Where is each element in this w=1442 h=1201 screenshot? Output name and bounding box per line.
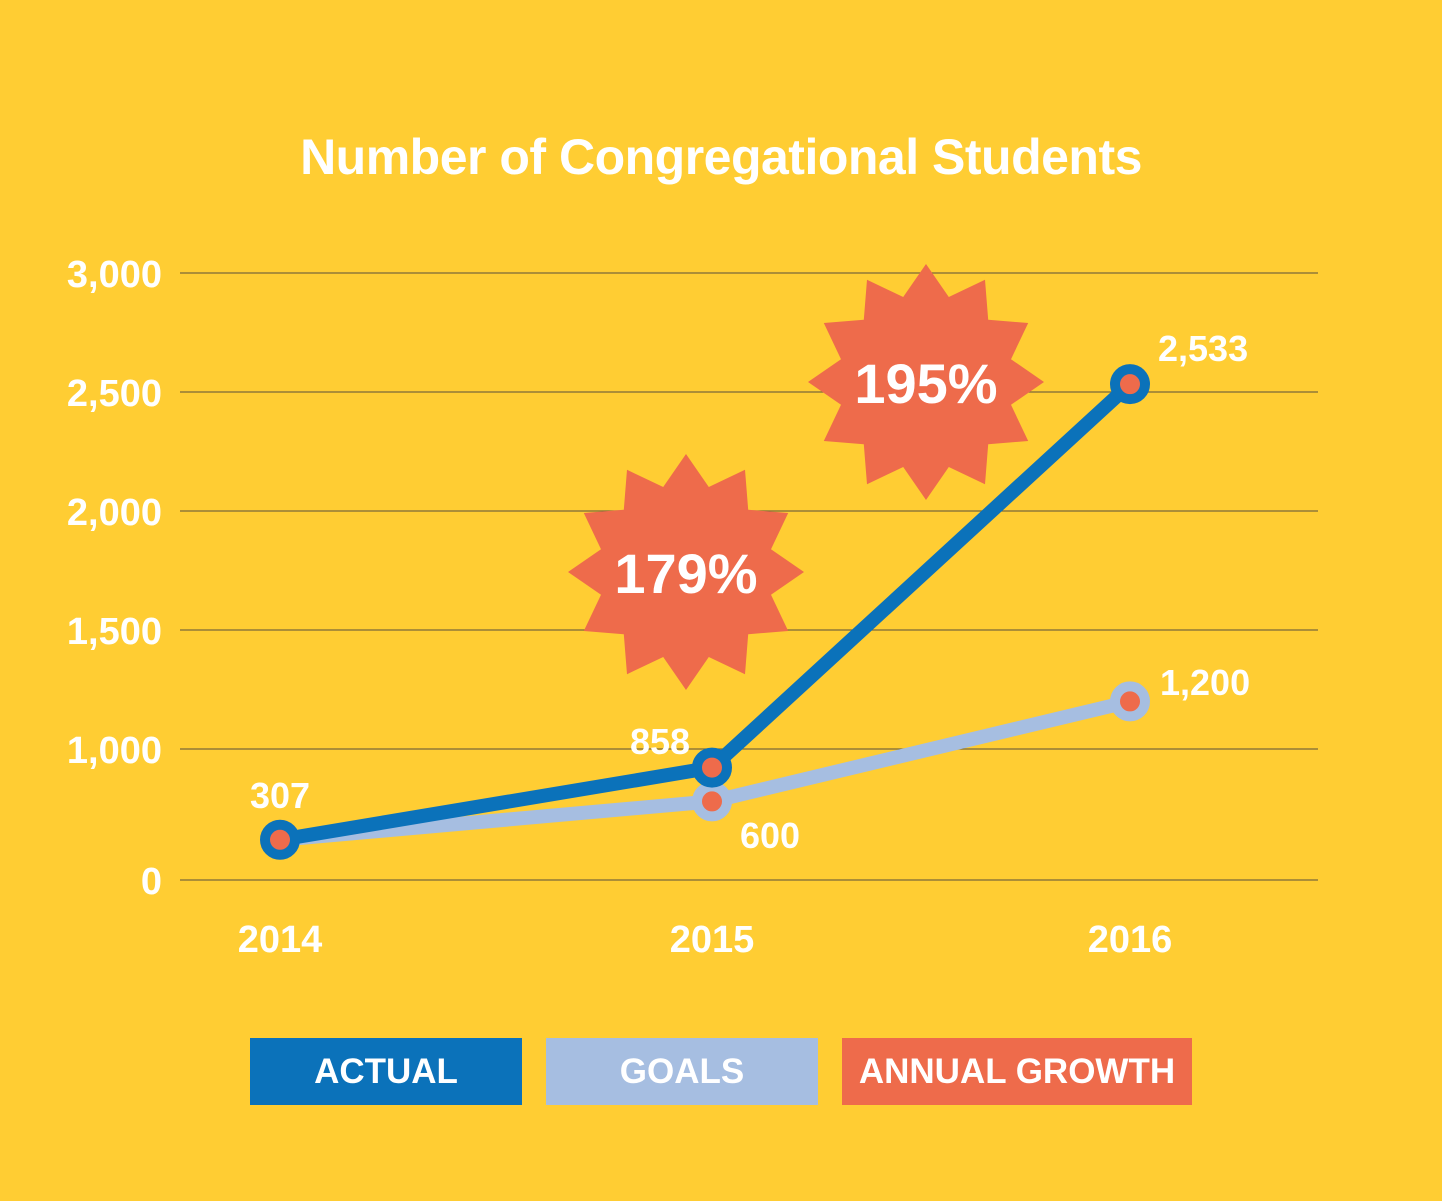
legend-actual: ACTUAL [250,1038,522,1105]
y-tick-label: 3,000 [67,254,162,296]
y-tick-label: 0 [141,861,162,903]
y-tick-label: 1,000 [67,730,162,772]
data-label: 600 [740,815,800,856]
data-label: 307 [250,775,310,816]
data-label: 1,200 [1160,662,1250,703]
legend-annual-growth: ANNUAL GROWTH [842,1038,1192,1105]
growth-label: 195% [854,352,997,415]
data-point [1110,364,1150,405]
growth-burst [568,454,804,690]
chart-title: Number of Congregational Students [300,129,1142,185]
y-tick-label: 1,500 [67,611,162,653]
growth-burst [808,264,1044,500]
y-tick-label: 2,500 [67,373,162,415]
data-label: 2,533 [1158,328,1248,369]
data-point [1110,681,1150,722]
x-tick-label: 2016 [1088,919,1173,961]
y-tick-label: 2,000 [67,492,162,534]
x-tick-label: 2015 [670,919,755,961]
x-tick-label: 2014 [238,919,323,961]
data-point [260,819,300,860]
data-label: 858 [630,721,690,762]
data-point [692,781,732,822]
legend-goals: GOALS [546,1038,818,1105]
data-point [692,747,732,788]
legend: ACTUAL GOALS ANNUAL GROWTH [250,1038,1192,1105]
growth-label: 179% [614,542,757,605]
